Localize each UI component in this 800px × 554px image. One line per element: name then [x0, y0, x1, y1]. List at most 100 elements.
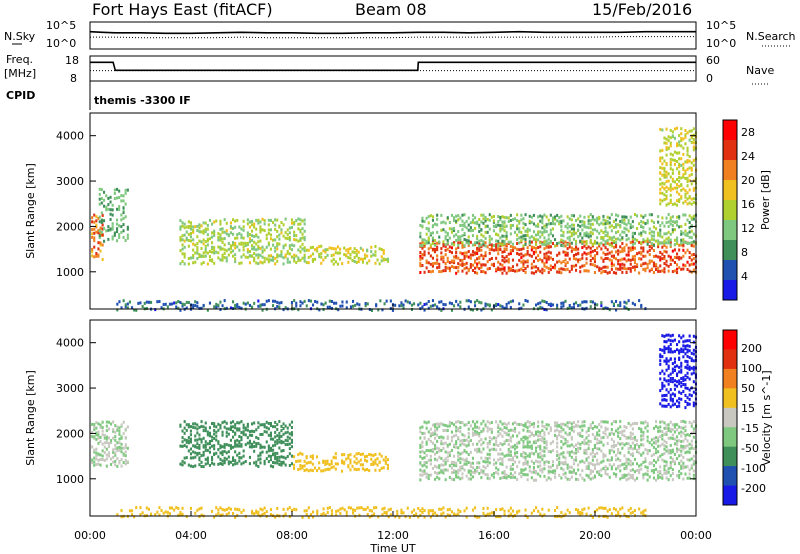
power-cells-cell-4-111-4 [652, 255, 655, 258]
vel-cells-cell-3-111-2 [652, 468, 655, 472]
power-cells-cell-2-15-6 [211, 235, 214, 239]
vel-cells-cell-3-63-3 [551, 463, 554, 467]
vel-cells-cell-3-70-9 [566, 440, 569, 444]
power-cells-cell-2-22-0 [225, 259, 228, 263]
vel-cells-cell-3-80-10 [587, 434, 590, 437]
power-cells-cell-5-6-2 [431, 236, 434, 240]
power-cells-cell-2-56-1 [297, 256, 300, 260]
power-cells-cell-5-30-7 [482, 213, 485, 217]
power-cells-cell-0-0-5 [91, 235, 94, 239]
power-cells-cell-7-127-1 [383, 302, 386, 306]
power-cells-cell-2-18-6 [217, 235, 220, 239]
vel-cells-cell-3-117-10 [665, 432, 668, 436]
vel-cells-cell-3-120-5 [671, 457, 674, 461]
power-cells-cell-6-5-6 [669, 175, 672, 179]
power-cells-cell-5-63-4 [551, 227, 554, 231]
power-cells-cell-6-11-6 [682, 175, 685, 179]
vel-cells-cell-3-78-13 [583, 420, 586, 424]
power-cells-cell-2-10-9 [200, 224, 203, 228]
vel-cells-cell-1-4-5 [187, 441, 190, 445]
power-cells-cell-3-38-1 [384, 258, 387, 262]
power-cells-cell-6-5-18 [669, 128, 672, 132]
power-cells-cell-5-37-1 [497, 239, 500, 243]
vel-cells-cell-3-116-7 [663, 447, 666, 451]
power-cells-cell-4-54-1 [532, 265, 535, 269]
power-cells-cell-1-2-9 [103, 198, 106, 202]
vel-cells-cell-1-47-1 [278, 459, 281, 463]
power-cells-cell-2-21-2 [223, 252, 226, 255]
power-cells-cell-4-123-4 [678, 255, 681, 259]
vel-cells-cell-5-25-0 [168, 512, 171, 516]
vel-cells-cell-4-8-15 [676, 343, 679, 347]
vel-cells-cell-3-72-8 [570, 443, 573, 447]
power-cells-cell-4-97-3 [623, 257, 626, 261]
vel-cells-cell-1-44-4 [272, 448, 275, 452]
vel-cells-cell-1-42-10 [267, 422, 270, 425]
power-cells-cell-4-107-2 [644, 261, 647, 265]
vel-cells-cell-5-12-0 [141, 511, 144, 515]
vel-cells-cell-3-57-8 [539, 444, 542, 448]
vel-cells-cell-3-10-2 [440, 469, 443, 473]
vel-cells-cell-5-67-0 [257, 513, 260, 517]
power-cells-cell-5-127-0 [686, 242, 689, 245]
power-cells-cell-2-10-5 [200, 240, 203, 244]
power-cells-cell-4-53-7 [530, 240, 533, 244]
vel-cells-cell-4-9-8 [678, 370, 681, 374]
power-cells-cell-6-3-18 [665, 127, 668, 131]
vel-cells-cell-1-20-2 [221, 453, 224, 457]
power-cells-cell-6-8-18 [676, 126, 679, 130]
power-cells-cell-4-85-6 [598, 244, 601, 248]
power-cells-cell-7-84-1 [293, 299, 296, 303]
power-cells-cell-5-105-0 [640, 241, 643, 245]
vel-cells-cell-3-115-10 [661, 433, 664, 437]
power-cells-cell-4-48-1 [520, 267, 523, 271]
power-cells-cell-4-9-2 [438, 262, 441, 266]
power-cells-cell-4-14-1 [448, 266, 451, 270]
vel-cells-cell-3-51-9 [526, 440, 529, 444]
vel-cells-cell-5-165-1 [463, 509, 466, 513]
vel-cells-cell-1-23-5 [227, 443, 230, 447]
power-cells-cell-5-130-7 [692, 214, 695, 218]
power-cells-cell-7-85-1 [295, 301, 298, 305]
vel-cells-cell-3-98-2 [625, 467, 628, 471]
power-cells-cell-7-72-1 [267, 299, 270, 303]
vel-cells-cell-3-50-6 [524, 452, 527, 456]
power-cells-cell-6-15-7 [690, 172, 693, 176]
vel-cells-cell-3-103-0 [636, 476, 639, 480]
vel-cells-cell-0-12-4 [116, 446, 119, 450]
power-cells-cell-5-87-3 [602, 231, 605, 234]
vel-cells-cell-4-5-2 [669, 396, 672, 400]
power-cells-cell-7-206-1 [549, 302, 552, 306]
power-cells-cell-4-79-2 [585, 261, 588, 265]
power-cells-cell-7-139-1 [408, 301, 411, 305]
power-cells-cell-0-5-0 [101, 258, 104, 261]
power-cells-cell-4-50-4 [524, 253, 527, 257]
vel-cells-cell-3-70-13 [566, 421, 569, 425]
power-cells-cell-4-0-3 [419, 257, 422, 261]
power-cells-cell-2-41-1 [265, 257, 268, 261]
power-cells-cell-4-42-2 [507, 260, 510, 264]
power-cells-cell-2-25-7 [232, 232, 235, 236]
power-cells-cell-2-33-7 [248, 233, 251, 237]
vel-cells-cell-1-19-4 [219, 446, 222, 450]
vel-cells-cell-2-5-1 [303, 464, 306, 468]
vel-cells-cell-2-20-1 [334, 462, 337, 466]
vel-cells-cell-0-12-3 [116, 449, 119, 453]
power-cells-cell-4-62-5 [549, 251, 552, 255]
power-cells-cell-7-246-1 [633, 303, 636, 307]
power-cells-cell-2-28-0 [238, 261, 241, 265]
vel-cells-cell-1-5-0 [189, 464, 192, 468]
power-cells-cell-5-86-3 [600, 229, 603, 233]
power-cells-cell-1-6-2 [111, 227, 114, 231]
power-cells-cell-7-31-0 [181, 304, 184, 308]
power-cells-cell-6-8-6 [676, 178, 679, 181]
vel-cells-cell-3-14-13 [448, 420, 451, 424]
power-cells-cell-2-23-5 [227, 242, 230, 245]
power-cells-cell-5-89-6 [606, 220, 609, 223]
power-cells-cell-4-101-5 [631, 248, 634, 251]
power-cells-cell-4-18-2 [457, 262, 460, 266]
power-cells-cell-7-95-1 [316, 300, 319, 304]
vel-cells-cell-3-10-5 [440, 456, 443, 460]
vel-cells-cell-3-99-4 [627, 458, 630, 462]
